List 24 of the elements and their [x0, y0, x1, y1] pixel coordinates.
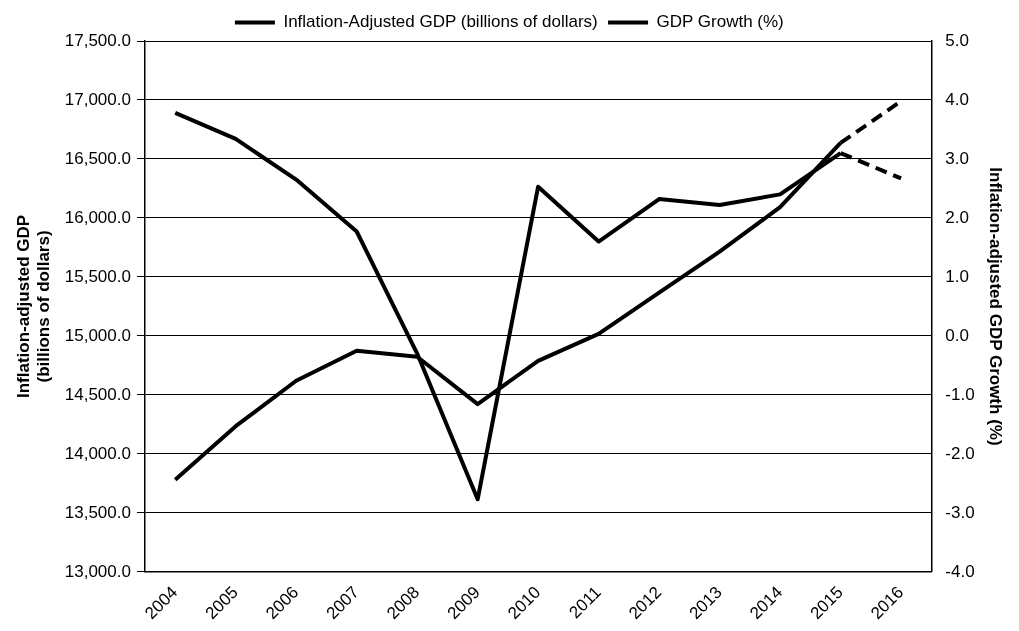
y-tick-label: 17,000.0 — [64, 89, 131, 109]
y-tick-label: 13,000.0 — [64, 561, 131, 581]
y2-axis-title: Inflation-adjusted GDP Growth (%) — [986, 167, 1006, 446]
y2-tick-label: -1.0 — [945, 384, 975, 404]
y-tick-label: 13,500.0 — [64, 502, 131, 522]
y-tick-label: 16,500.0 — [64, 148, 131, 168]
y2-tick-label: -4.0 — [945, 561, 975, 581]
y-tick-label: 15,500.0 — [64, 266, 131, 286]
y2-tick-label: -2.0 — [945, 443, 975, 463]
y-tick-label: 17,500.0 — [64, 30, 131, 50]
y2-tick-label: 1.0 — [945, 266, 969, 286]
y2-tick-label: 4.0 — [945, 89, 969, 109]
y-tick-label: 16,000.0 — [64, 207, 131, 227]
y2-tick-label: 3.0 — [945, 148, 969, 168]
y-tick-label: 15,000.0 — [64, 325, 131, 345]
y2-tick-label: 0.0 — [945, 325, 969, 345]
y-tick-label: 14,500.0 — [64, 384, 131, 404]
y2-tick-label: 5.0 — [945, 30, 969, 50]
legend-label: Inflation-Adjusted GDP (billions of dollars) — [283, 12, 598, 32]
y-tick-label: 14,000.0 — [64, 443, 131, 463]
y-axis-title: Inflation-adjusted GDP (billions of dollars) — [13, 214, 54, 399]
y2-tick-label: 2.0 — [945, 207, 969, 227]
y2-tick-label: -3.0 — [945, 502, 975, 522]
legend-label: GDP Growth (%) — [656, 12, 784, 32]
